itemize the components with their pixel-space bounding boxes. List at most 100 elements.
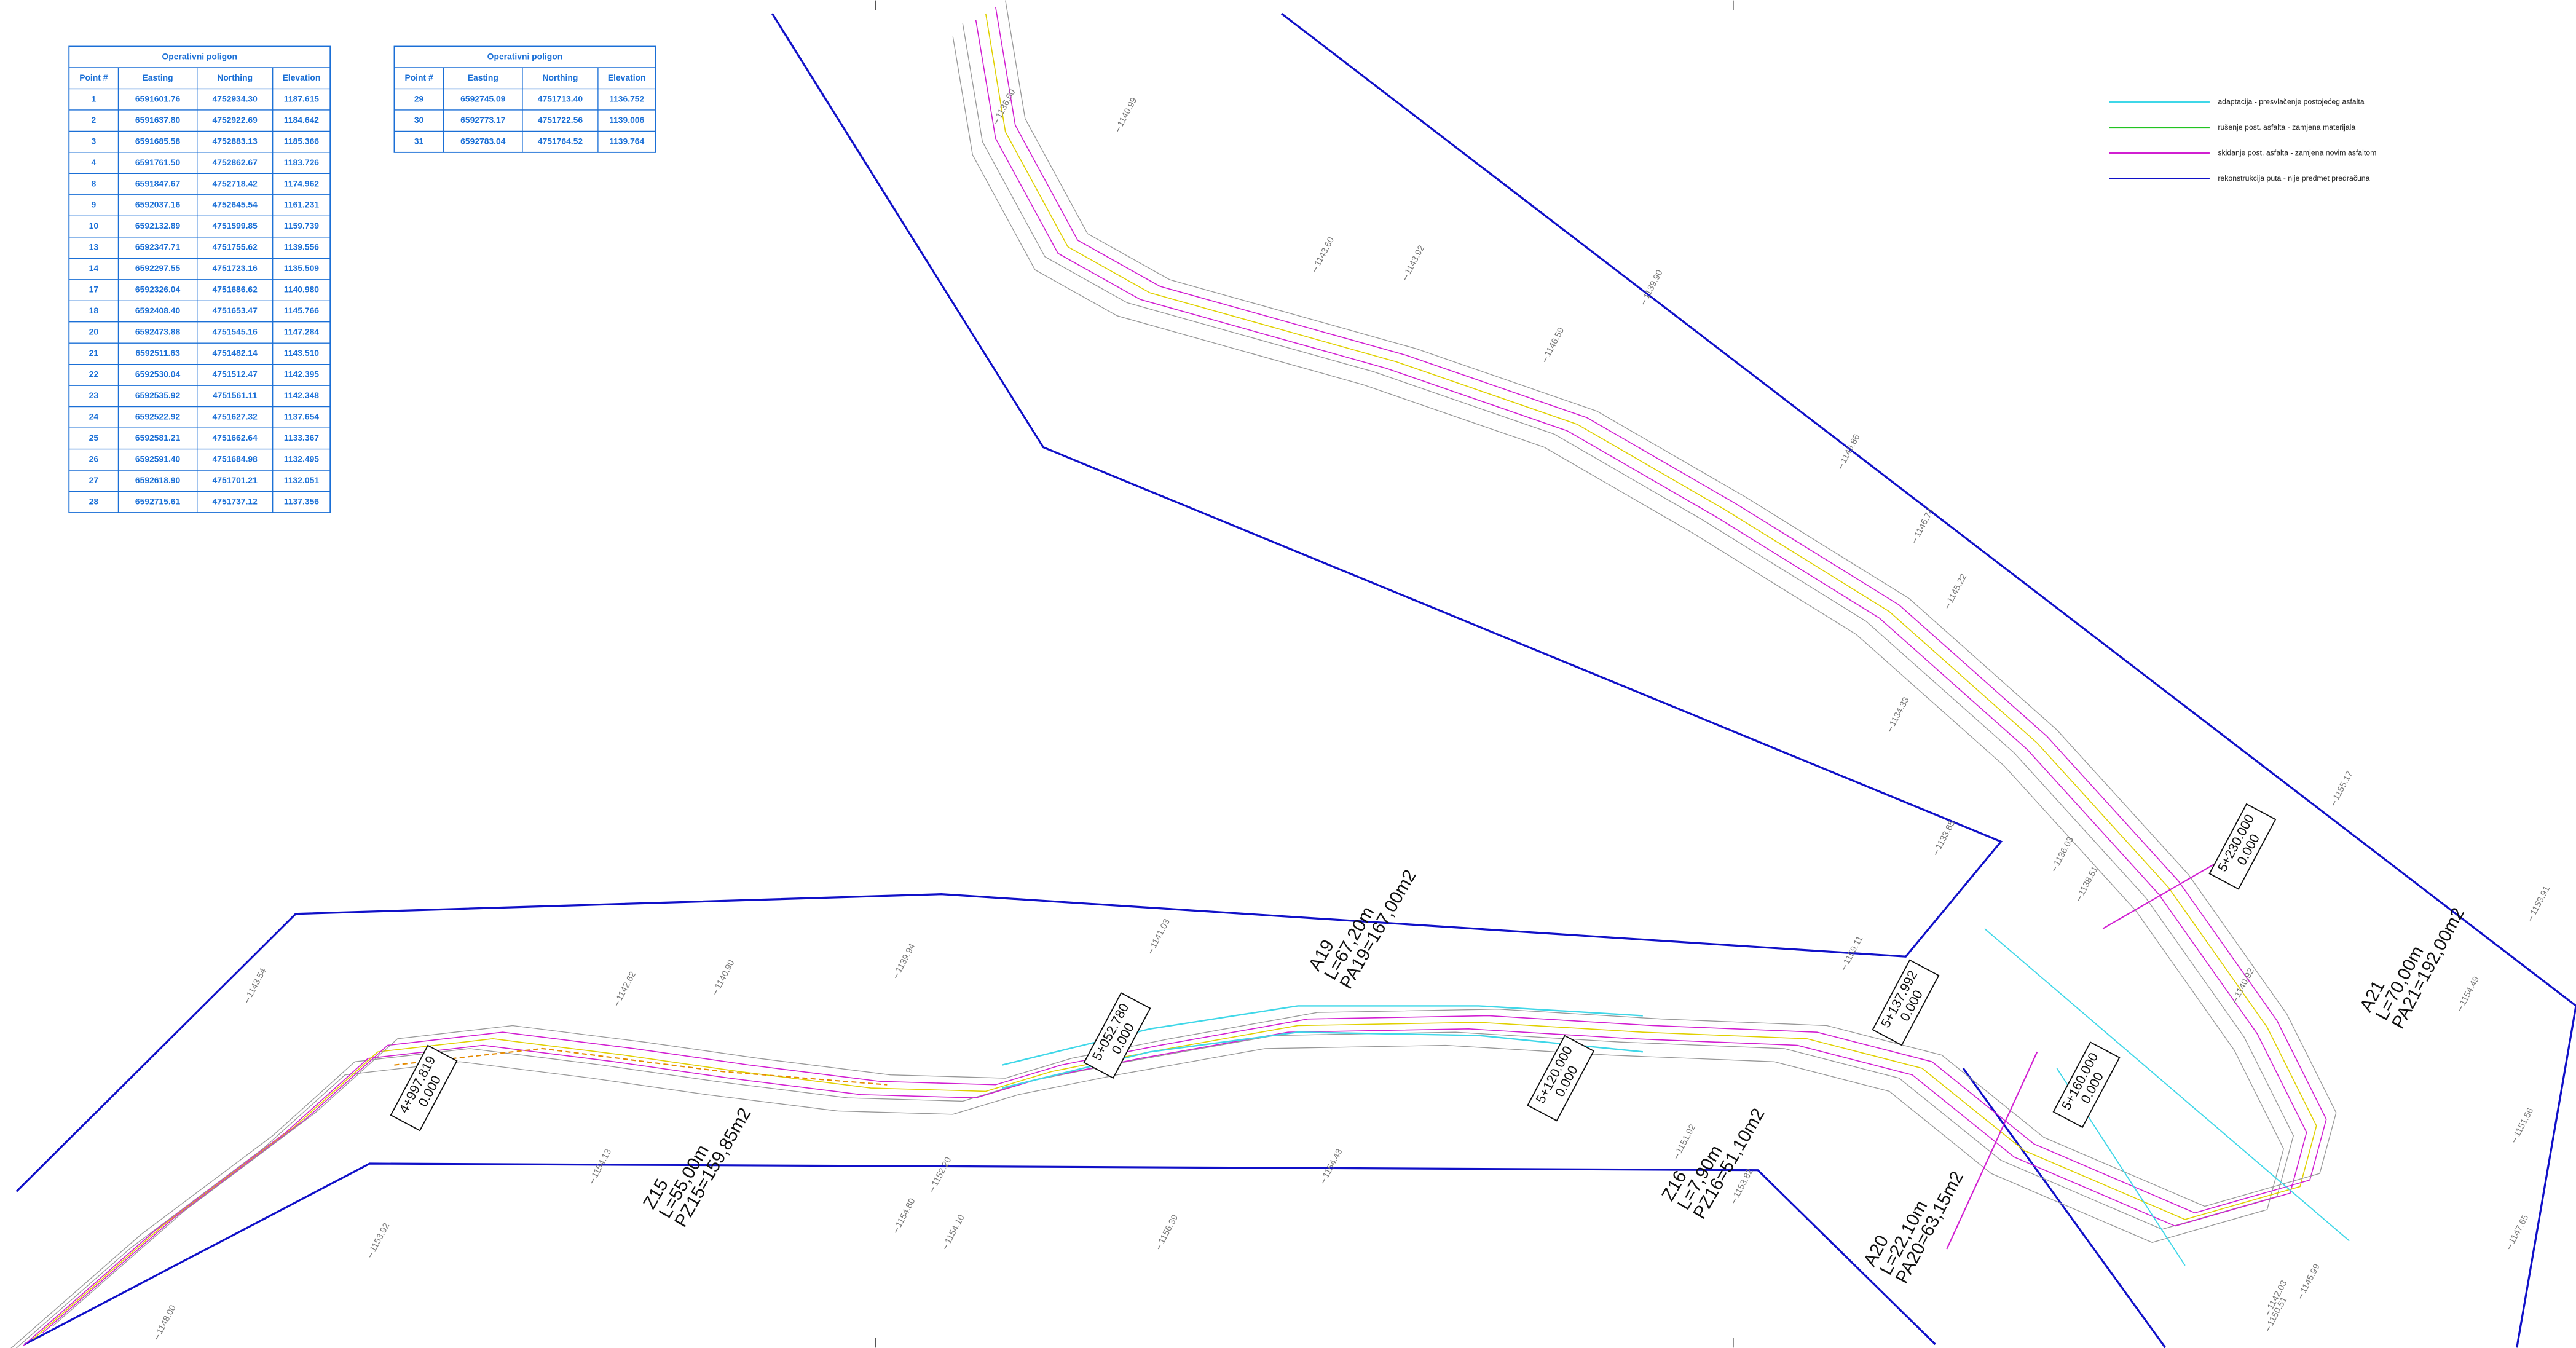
table-cell: 6591761.50 [135,157,181,167]
column-header: Elevation [608,73,646,82]
table-cell: 6592745.09 [460,93,506,103]
table-cell: 1142.395 [284,369,319,379]
boundary-line [2516,1006,2576,1348]
table-cell: 2 [91,115,96,125]
elevation-leader [1116,127,1120,132]
table-cell: 3 [91,136,96,146]
elevation-label: 1151.92 [1674,1123,1698,1156]
elevation-point: 1136.03 [2052,835,2076,872]
boundary-line [24,1162,1936,1346]
road-axis [32,13,2317,1340]
table-cell: 6592530.04 [135,369,181,379]
elevation-label: 1154.10 [943,1213,967,1246]
elevation-leader [1322,1178,1325,1184]
table-cell: 4752922.69 [213,115,258,125]
elevation-label: 1143.92 [1403,244,1427,277]
elevation-label: 1141.03 [1149,918,1172,950]
elevation-leader [1935,850,1938,855]
elevation-label: 1140.90 [713,958,736,991]
elevation-leader [1157,1244,1161,1250]
table-cell: 1142.348 [284,390,319,400]
table: Operativni poligon Point # 29 30 31 Easting 65… [393,45,656,153]
elevation-label: 1153.92 [368,1221,392,1254]
elevation-leader [1839,464,1843,469]
table-cell: 8 [91,178,96,188]
elevation-leader [246,998,250,1003]
elevation-leader [1733,1198,1736,1204]
legend-label: rušenje post. asfalta - zamjena materija… [2218,123,2355,132]
table-cell: 1 [91,93,96,103]
table-cell: 4751512.47 [213,369,258,379]
table-cell: 4752883.13 [213,136,258,146]
elevation-label: 1143.54 [245,967,269,999]
elevation-label: 1142.62 [615,970,638,1003]
elevation-point: 1154.13 [590,1148,613,1184]
elevation-leader [2266,1310,2270,1315]
elevation-label: 1152.20 [930,1156,953,1188]
elevation-label: 1154.13 [590,1148,613,1180]
table-cell: 4751482.14 [213,348,258,358]
table-cell: 10 [89,221,99,231]
table-cell: 23 [89,390,99,400]
table-cell: 17 [89,285,99,294]
column-header: Point # [404,73,433,82]
elevation-label: 1143.60 [1313,235,1336,268]
elevation-point: 1154.80 [894,1197,918,1233]
elevation-label: 1136.60 [995,88,1018,120]
table-cell: 4751722.56 [538,115,583,125]
table-cell: 6591637.80 [135,115,181,125]
elevation-leader [995,119,999,124]
table-cell: 6592511.63 [135,348,180,358]
elevation-point: 1143.54 [245,967,269,1003]
table-cell: 14 [89,263,99,273]
table-cell: 6591847.67 [135,178,181,188]
elevation-point: 1151.56 [2512,1106,2535,1143]
table-cell: 4751662.64 [213,433,258,443]
elevation-label: 1145.99 [2299,1263,2322,1295]
table-cell: 1145.766 [284,305,319,315]
table-cell: 1187.615 [284,93,319,103]
cross-section [1946,1051,2038,1250]
elevation-leader [2459,1006,2462,1011]
table-title: Operativni poligon [487,51,563,61]
elevation-leader [369,1252,372,1258]
road-edge-gray [10,0,2337,1348]
elevation-point: 1143.92 [1403,244,1427,280]
table-cell: 1147.284 [284,327,319,337]
table-cell: 1139.006 [609,115,644,125]
station-frame [1083,992,1151,1079]
table-cell: 6592535.92 [135,390,181,400]
elevation-point: 1149.86 [1838,433,1862,469]
table-cell: 25 [89,433,99,443]
elevation-point: 1136.60 [995,88,1018,124]
table-cell: 26 [89,454,99,464]
table-cell: 6592347.71 [135,242,181,252]
table-cell: 4751713.40 [538,93,583,103]
elevation-label: 1151.56 [2512,1106,2535,1139]
elevation-point: 1145.99 [2299,1263,2322,1299]
elevation-point: 1147.65 [2507,1213,2531,1250]
elevation-point: 1148.00 [155,1304,178,1340]
table-cell: 1143.510 [284,348,319,358]
table-cell: 24 [89,412,99,422]
table-cell: 4751737.12 [213,496,258,506]
elevation-leader [2078,896,2081,901]
road-edge-magenta [22,20,2307,1347]
table-cell: 1183.726 [284,157,319,167]
table-cell: 4751545.16 [213,327,258,337]
elevation-leader [2234,998,2237,1003]
elevation-point: 1138.51 [2077,865,2100,901]
elevation-label: 1133.85 [1934,819,1957,851]
elevation-label: 1134.33 [1888,696,1912,728]
elevation-leader [944,1244,948,1250]
table-cell: 6591601.76 [135,93,181,103]
station-frame [1872,959,1940,1046]
table-cell: 4751561.11 [213,390,258,400]
elevation-label: 1139.90 [1642,269,1665,301]
